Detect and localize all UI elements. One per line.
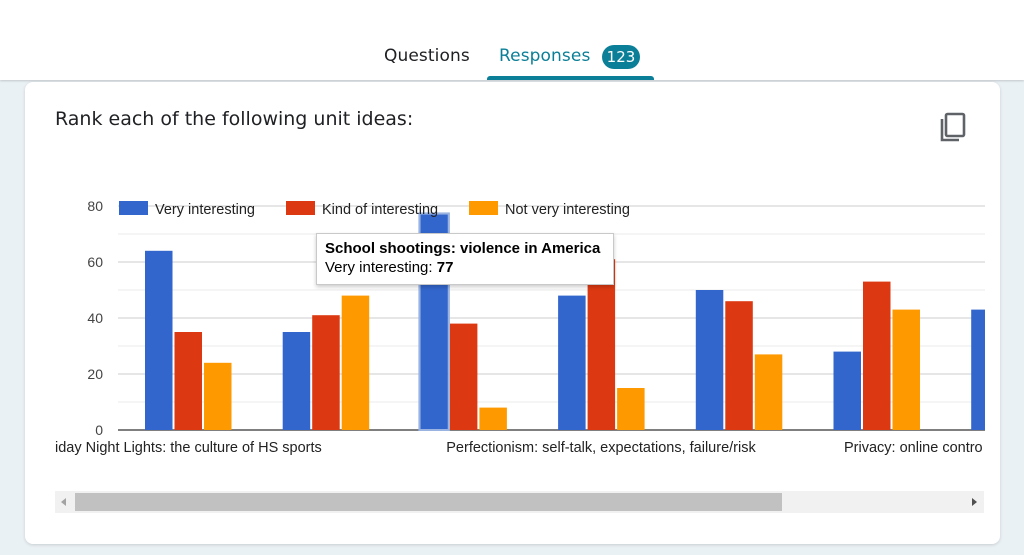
- x-tick-label: Perfectionism: self-talk, expectations, …: [446, 440, 756, 456]
- scrollbar-thumb[interactable]: [75, 493, 782, 511]
- question-card: [25, 82, 1000, 544]
- bar[interactable]: [479, 407, 507, 430]
- bar[interactable]: [312, 315, 340, 430]
- y-tick-label: 0: [95, 422, 103, 438]
- tooltip-title: School shootings: violence in America: [325, 240, 601, 257]
- legend-label: Not very interesting: [505, 202, 630, 218]
- legend: Very interesting Kind of interesting Not v…: [119, 201, 630, 218]
- arrow-left-icon[interactable]: [61, 498, 66, 506]
- bar[interactable]: [204, 362, 232, 430]
- tooltip-line: Very interesting: 77: [325, 259, 613, 276]
- tooltip-series-label: Very interesting:: [325, 259, 433, 276]
- legend-swatch: [119, 201, 148, 215]
- bar[interactable]: [587, 259, 616, 430]
- bars: [145, 212, 999, 431]
- responses-count-badge: 123: [602, 45, 640, 69]
- bar[interactable]: [145, 250, 173, 430]
- bar[interactable]: [971, 309, 999, 430]
- x-tick-label: iday Night Lights: the culture of HS spo…: [55, 440, 322, 456]
- legend-label: Very interesting: [155, 202, 255, 218]
- legend-label: Kind of interesting: [322, 202, 438, 218]
- bar[interactable]: [558, 295, 586, 430]
- tooltip-value: 77: [436, 259, 454, 276]
- bar[interactable]: [754, 354, 783, 430]
- bar-hover-outline: [418, 212, 450, 431]
- bar[interactable]: [617, 388, 645, 430]
- top-bar: Questions Responses 123: [0, 0, 1024, 80]
- question-title: Rank each of the following unit ideas:: [55, 108, 414, 130]
- bar[interactable]: [833, 351, 862, 430]
- bar[interactable]: [341, 295, 370, 430]
- arrow-right-icon[interactable]: [972, 498, 977, 506]
- bar[interactable]: [863, 281, 891, 430]
- bar[interactable]: [695, 290, 724, 430]
- bar[interactable]: [725, 301, 753, 430]
- y-tick-label: 60: [87, 254, 103, 270]
- legend-swatch: [469, 201, 498, 215]
- x-tick-label: Privacy: online contro: [844, 440, 983, 456]
- copy-icon[interactable]: [938, 110, 968, 142]
- y-tick-label: 20: [87, 366, 103, 382]
- bar[interactable]: [892, 309, 921, 430]
- tab-responses[interactable]: Responses: [499, 46, 591, 66]
- y-tick-label: 40: [87, 310, 103, 326]
- y-tick-label: 80: [87, 198, 103, 214]
- y-axis-ticks: 0 20 40 60 80: [87, 198, 103, 438]
- bar[interactable]: [449, 323, 478, 430]
- tooltip: School shootings: violence in America Ve…: [316, 233, 614, 285]
- horizontal-scrollbar[interactable]: [55, 491, 984, 513]
- active-tab-indicator: [487, 76, 654, 80]
- tab-questions[interactable]: Questions: [384, 46, 470, 66]
- legend-swatch: [286, 201, 315, 215]
- bar[interactable]: [282, 332, 311, 430]
- x-axis-labels: iday Night Lights: the culture of HS spo…: [55, 440, 983, 456]
- bar[interactable]: [174, 332, 203, 430]
